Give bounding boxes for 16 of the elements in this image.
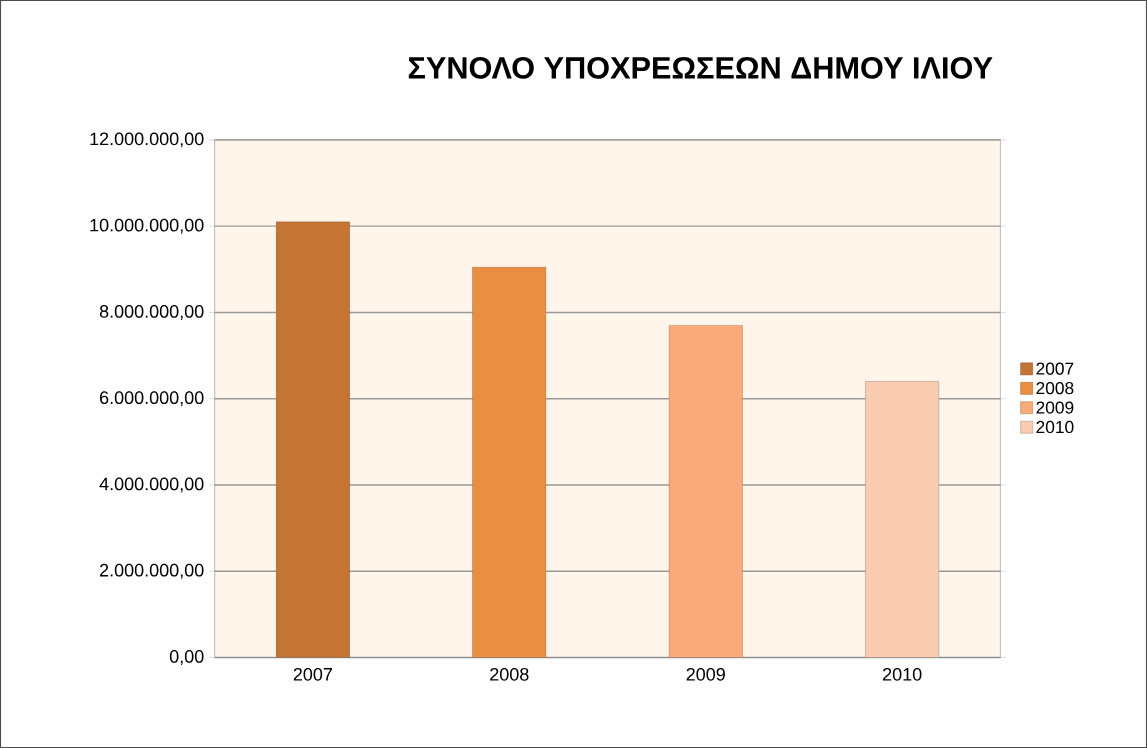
chart-title: ΣΥΝΟΛΟ ΥΠΟΧΡΕΩΣΕΩΝ ΔΗΜΟΥ ΙΛΙΟΥ: [408, 56, 993, 79]
legend-label: 2009: [1036, 401, 1074, 414]
y-tick-label: 6.000.000,00: [100, 391, 204, 407]
legend-label: 2008: [1036, 381, 1074, 395]
legend-label: 2007: [1036, 362, 1074, 375]
x-tick-label: 2008: [490, 667, 529, 681]
y-tick-label: 2.000.000,00: [99, 563, 204, 579]
y-tick-label: 4.000.000,00: [99, 477, 204, 493]
x-tick-label: 2007: [293, 667, 332, 681]
x-tick-label: 2010: [883, 667, 922, 681]
y-tick-label: 8.000.000,00: [99, 304, 204, 320]
x-tick-label: 2009: [686, 667, 725, 681]
y-tick-label: 0,00: [169, 650, 204, 665]
y-tick-label: 12.000.000,00: [90, 132, 204, 148]
y-tick-label: 10.000.000,00: [90, 218, 204, 234]
legend-label: 2010: [1036, 420, 1074, 434]
